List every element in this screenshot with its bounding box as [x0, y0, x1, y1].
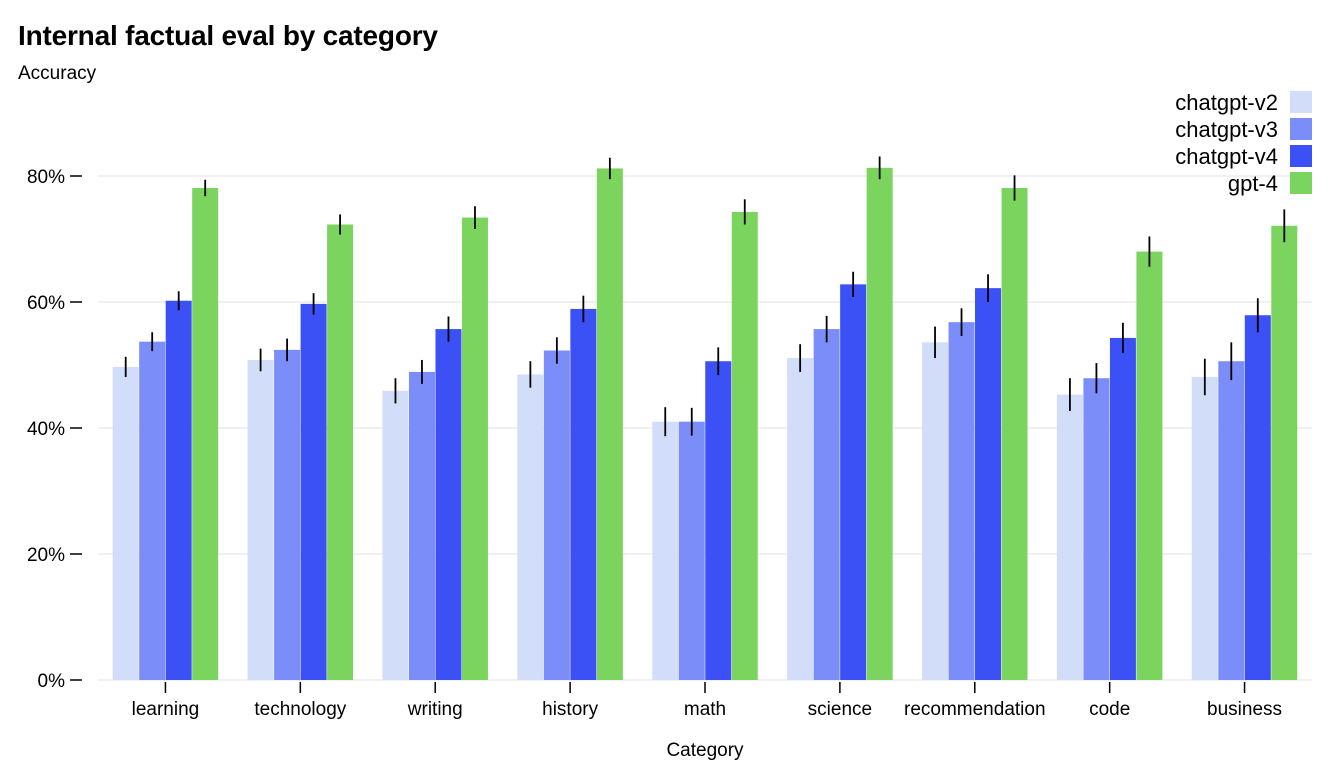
- legend-label: gpt-4: [1228, 171, 1278, 196]
- x-tick-label: code: [1089, 699, 1130, 720]
- bar: [866, 167, 893, 680]
- bar: [543, 350, 570, 680]
- x-tick-label: history: [542, 699, 598, 720]
- x-tick-label: technology: [254, 699, 346, 720]
- bar: [165, 300, 192, 680]
- y-tick-label: 20%: [27, 545, 65, 566]
- legend-label: chatgpt-v3: [1175, 117, 1278, 142]
- bar: [139, 341, 166, 680]
- bar: [382, 390, 409, 680]
- y-tick-label: 40%: [27, 419, 65, 440]
- legend-swatch: [1290, 145, 1312, 167]
- y-tick-label: 60%: [27, 293, 65, 314]
- bar: [1001, 187, 1028, 680]
- bar: [948, 322, 975, 680]
- bar: [1191, 376, 1218, 680]
- bar: [705, 361, 732, 680]
- bar: [327, 224, 354, 680]
- bar: [840, 284, 867, 680]
- grid-lines: [98, 175, 1312, 681]
- legend-swatch: [1290, 172, 1312, 194]
- bar: [1109, 337, 1136, 680]
- bar: [731, 211, 758, 680]
- bar: [1271, 225, 1298, 680]
- x-tick-label: writing: [407, 699, 463, 720]
- x-tick-label: recommendation: [904, 699, 1046, 720]
- bar: [1244, 315, 1271, 680]
- bars: [112, 167, 1298, 680]
- bar: [813, 329, 840, 680]
- y-tick-label: 80%: [27, 167, 65, 188]
- bar: [435, 329, 462, 680]
- legend-swatch: [1290, 91, 1312, 113]
- bar: [975, 288, 1002, 680]
- bar: [1056, 394, 1083, 680]
- bar: [274, 349, 301, 680]
- y-tick-label: 0%: [38, 671, 66, 692]
- legend-label: chatgpt-v4: [1175, 144, 1278, 169]
- bar: [1136, 251, 1163, 680]
- bar: [408, 371, 435, 680]
- bar: [112, 366, 139, 680]
- bar: [247, 359, 274, 680]
- chart-title: Internal factual eval by category: [18, 20, 438, 51]
- y-axis: 0% 20% 40% 60% 80%: [27, 167, 82, 692]
- x-axis: learning technology writing history math scie…: [132, 682, 1282, 720]
- bar: [192, 187, 219, 680]
- bar: [300, 303, 327, 680]
- y-axis-label: Accuracy: [18, 63, 97, 84]
- bar: [596, 168, 623, 680]
- x-tick-label: math: [684, 699, 726, 720]
- bar: [1218, 361, 1245, 680]
- bar: [787, 358, 814, 680]
- bar: [570, 308, 597, 680]
- x-tick-label: science: [808, 699, 872, 720]
- x-tick-label: business: [1207, 699, 1282, 720]
- x-axis-label: Category: [666, 740, 744, 761]
- bar: [461, 217, 488, 680]
- bar: [517, 374, 544, 680]
- legend-label: chatgpt-v2: [1175, 90, 1278, 115]
- bar: [1083, 378, 1110, 680]
- x-tick-label: learning: [132, 699, 200, 720]
- legend-swatch: [1290, 118, 1312, 140]
- bar: [652, 421, 679, 680]
- bar: [678, 421, 705, 680]
- error-bars: [124, 156, 1286, 437]
- bar: [922, 342, 949, 680]
